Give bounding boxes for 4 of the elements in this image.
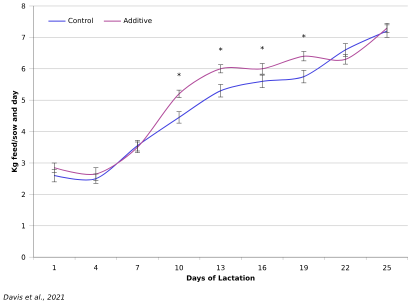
annotation: * <box>218 47 222 51</box>
annotation: * <box>302 34 306 38</box>
annotation: * <box>260 46 264 50</box>
annotation: * <box>177 72 181 76</box>
